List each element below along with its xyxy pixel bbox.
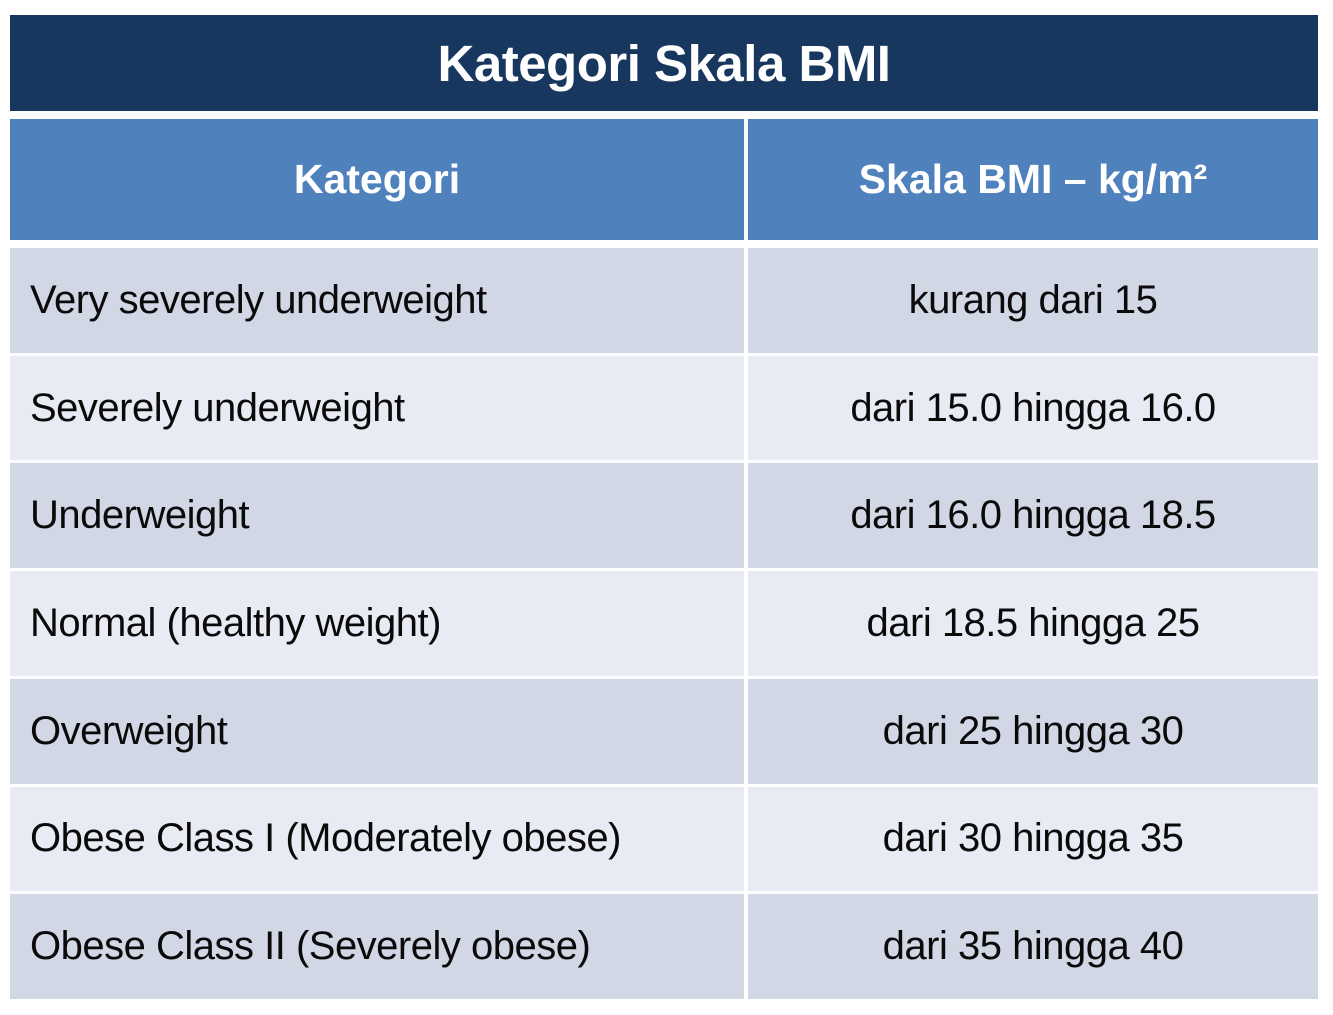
table-row: Underweight dari 16.0 hingga 18.5	[10, 463, 1318, 569]
bmi-range-cell: kurang dari 15	[748, 248, 1318, 353]
category-cell: Overweight	[10, 678, 744, 784]
bmi-range-cell: dari 18.5 hingga 25	[748, 571, 1318, 676]
category-cell: Very severely underweight	[10, 248, 744, 353]
bmi-range-cell: dari 30 hingga 35	[748, 786, 1318, 892]
category-cell: Obese Class I (Moderately obese)	[10, 786, 744, 892]
column-header-kategori: Kategori	[10, 119, 744, 240]
table-title-bar: Kategori Skala BMI	[10, 15, 1318, 111]
bmi-table: Kategori Skala BMI Kategori Skala BMI – …	[10, 15, 1318, 1000]
category-cell: Normal (healthy weight)	[10, 571, 744, 676]
table-title: Kategori Skala BMI	[437, 34, 891, 92]
table-header-row: Kategori Skala BMI – kg/m²	[10, 119, 1318, 240]
table-row: Normal (healthy weight) dari 18.5 hingga…	[10, 571, 1318, 676]
table-row: Severely underweight dari 15.0 hingga 16…	[10, 355, 1318, 461]
category-cell: Obese Class II (Severely obese)	[10, 894, 744, 1000]
category-cell: Severely underweight	[10, 355, 744, 461]
table-body: Very severely underweight kurang dari 15…	[10, 248, 1318, 1000]
bmi-range-cell: dari 16.0 hingga 18.5	[748, 463, 1318, 569]
table-row: Obese Class I (Moderately obese) dari 30…	[10, 786, 1318, 892]
table-row: Overweight dari 25 hingga 30	[10, 678, 1318, 784]
table-row: Very severely underweight kurang dari 15	[10, 248, 1318, 353]
category-cell: Underweight	[10, 463, 744, 569]
column-header-skala-bmi: Skala BMI – kg/m²	[748, 119, 1318, 240]
bmi-range-cell: dari 25 hingga 30	[748, 678, 1318, 784]
bmi-range-cell: dari 15.0 hingga 16.0	[748, 355, 1318, 461]
table-row: Obese Class II (Severely obese) dari 35 …	[10, 894, 1318, 1000]
bmi-range-cell: dari 35 hingga 40	[748, 894, 1318, 1000]
